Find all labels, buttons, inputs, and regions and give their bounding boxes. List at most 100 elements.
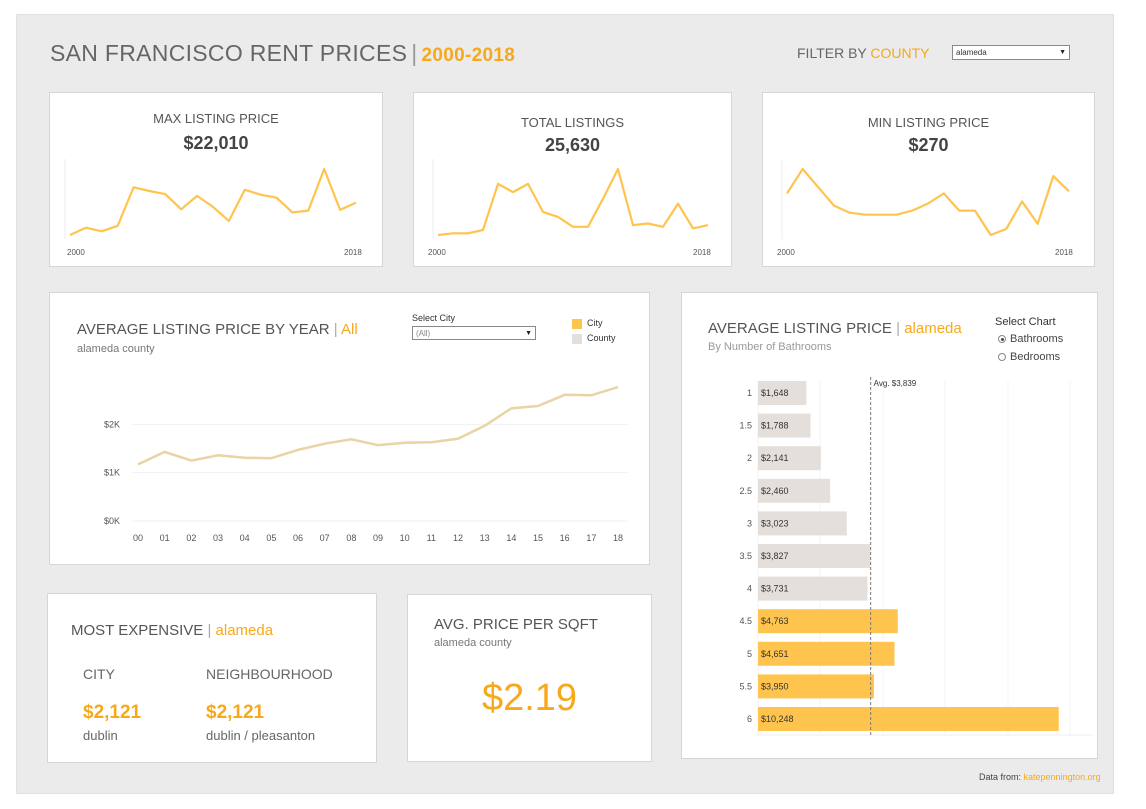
category-label: 5.5 <box>739 681 752 691</box>
title-separator: | <box>411 40 418 66</box>
category-label: 6 <box>747 714 752 724</box>
title-range: 2000-2018 <box>421 45 516 66</box>
bar-bathrooms-5.5 <box>758 674 874 699</box>
legend-swatch-city <box>572 319 582 329</box>
most-expensive-card: MOST EXPENSIVE | alameda CITY NEIGHBOURH… <box>47 593 377 763</box>
filter-prefix: FILTER BY <box>797 45 867 61</box>
line-chart-subtitle: alameda county <box>77 343 155 355</box>
neighbourhood-price-value: $2,121 <box>206 702 265 723</box>
bar-value-label: $2,460 <box>761 486 789 496</box>
bar-chart-subtitle: By Number of Bathrooms <box>708 341 832 353</box>
x-tick-label: 14 <box>506 533 516 543</box>
bar-title-accent: alameda <box>904 320 962 337</box>
x-tick-label: 11 <box>427 533 436 543</box>
kpi-axis-start: 2000 <box>428 248 446 257</box>
county-selected-value: alameda <box>956 48 987 57</box>
title-text: SAN FRANCISCO RENT PRICES <box>50 40 408 66</box>
bar-bathrooms-1 <box>758 381 807 405</box>
most-expensive-sep: | <box>207 622 212 639</box>
kpi-value: $270 <box>908 135 949 155</box>
radio-selected-icon <box>998 335 1006 343</box>
footer-source-link[interactable]: katepennington.org <box>1023 772 1101 782</box>
bathrooms-bar-chart: 1 $1,648 1.5 $1,788 2 $2,141 2.5 $2,460 3 $3,023 3… <box>739 377 1092 736</box>
x-tick-label: 04 <box>240 533 250 543</box>
x-tick-label: 12 <box>453 533 463 543</box>
kpi-sparkline: 2000 2018 <box>64 159 362 257</box>
most-expensive-title: MOST EXPENSIVE | alameda <box>71 622 273 639</box>
sqft-subtitle: alameda county <box>434 637 512 649</box>
data-source-footer: Data from: katepennington.org <box>979 772 1101 782</box>
kpi-axis-end: 2018 <box>344 248 362 257</box>
bar-bathrooms-2 <box>758 446 821 471</box>
kpi-card-total-listings: TOTAL LISTINGS 25,630 2000 2018 <box>413 92 732 267</box>
bar-bathrooms-3.5 <box>758 544 871 568</box>
category-label: 5 <box>747 649 752 659</box>
county-series-line <box>137 385 619 466</box>
price-per-sqft-card: AVG. PRICE PER SQFT alameda county $2.19 <box>407 594 652 762</box>
kpi-value: 25,630 <box>544 135 601 155</box>
bar-bathrooms-5 <box>758 641 895 666</box>
neighbourhood-name: dublin / pleasanton <box>206 728 316 743</box>
kpi-sparkline: 2000 2018 <box>428 159 711 257</box>
category-label: 3 <box>747 518 752 528</box>
neighbourhood-header: NEIGHBOURHOOD <box>206 666 333 682</box>
radio-unselected-icon <box>998 353 1006 361</box>
bar-bathrooms-4.5 <box>758 609 898 634</box>
most-expensive-title-text: MOST EXPENSIVE <box>71 622 204 639</box>
filter-word: COUNTY <box>870 45 930 61</box>
kpi-card-min-price: MIN LISTING PRICE $270 2000 2018 <box>762 92 1095 267</box>
legend-label-county: County <box>587 333 616 343</box>
x-tick-label: 10 <box>400 533 410 543</box>
bar-value-label: $3,023 <box>761 518 789 528</box>
kpi-axis-end: 2018 <box>1055 248 1073 257</box>
average-label: Avg. $3,839 <box>874 379 917 388</box>
kpi-sparkline: 2000 2018 <box>777 159 1073 257</box>
x-tick-label: 13 <box>480 533 490 543</box>
select-city-label: Select City <box>412 313 456 323</box>
dashboard-title: SAN FRANCISCO RENT PRICES | 2000-2018 <box>50 40 515 67</box>
x-tick-label: 16 <box>560 533 570 543</box>
bar-value-label: $3,731 <box>761 584 789 594</box>
bar-title-text: AVERAGE LISTING PRICE <box>708 320 892 337</box>
bar-title-sep: | <box>896 320 901 337</box>
most-expensive-accent: alameda <box>215 622 274 639</box>
kpi-axis-end: 2018 <box>693 248 711 257</box>
bar-bathrooms-4 <box>758 576 868 601</box>
select-city-value: (All) <box>416 328 431 338</box>
x-tick-label: 05 <box>266 533 276 543</box>
category-label: 1.5 <box>739 421 752 431</box>
bar-bathrooms-2.5 <box>758 478 831 503</box>
bar-bathrooms-1.5 <box>758 413 811 438</box>
category-label: 1 <box>747 388 752 398</box>
bar-value-label: $2,141 <box>761 453 789 463</box>
kpi-value: $22,010 <box>183 133 249 153</box>
line-chart-card: AVERAGE LISTING PRICE BY YEAR | All alam… <box>49 292 650 565</box>
radio-bedrooms[interactable]: Bedrooms <box>998 351 1060 363</box>
y-tick-label: $2K <box>104 419 120 429</box>
line-title-accent: All <box>341 321 358 338</box>
bar-value-label: $1,648 <box>761 388 789 398</box>
avg-price-line-chart: $0K $1K $2K 00 01 02 03 04 05 06 07 08 09 10 11 12 13 14 1… <box>104 385 628 543</box>
y-tick-label: $0K <box>104 516 120 526</box>
bar-bathrooms-6 <box>758 707 1059 731</box>
legend-swatch-county <box>572 334 582 344</box>
city-header: CITY <box>83 666 115 682</box>
select-city-dropdown[interactable]: (All) ▼ <box>412 326 536 340</box>
radio-bedrooms-label: Bedrooms <box>1010 351 1061 363</box>
legend-label-city: City <box>587 318 603 328</box>
bar-value-label: $1,788 <box>761 421 789 431</box>
x-tick-label: 00 <box>133 533 143 543</box>
kpi-label: TOTAL LISTINGS <box>520 115 625 130</box>
category-label: 4.5 <box>739 616 752 626</box>
radio-bathrooms[interactable]: Bathrooms <box>998 333 1063 345</box>
kpi-axis-start: 2000 <box>67 248 85 257</box>
line-title-text: AVERAGE LISTING PRICE BY YEAR <box>77 321 330 338</box>
county-filter-dropdown[interactable]: alameda ▼ <box>952 45 1070 60</box>
x-tick-label: 18 <box>613 533 623 543</box>
x-tick-label: 08 <box>346 533 356 543</box>
x-tick-label: 17 <box>586 533 596 543</box>
x-tick-label: 03 <box>213 533 223 543</box>
sparkline-series <box>437 167 709 237</box>
kpi-card-max-price: MAX LISTING PRICE $22,010 2000 2018 <box>49 92 383 267</box>
x-tick-label: 07 <box>320 533 330 543</box>
